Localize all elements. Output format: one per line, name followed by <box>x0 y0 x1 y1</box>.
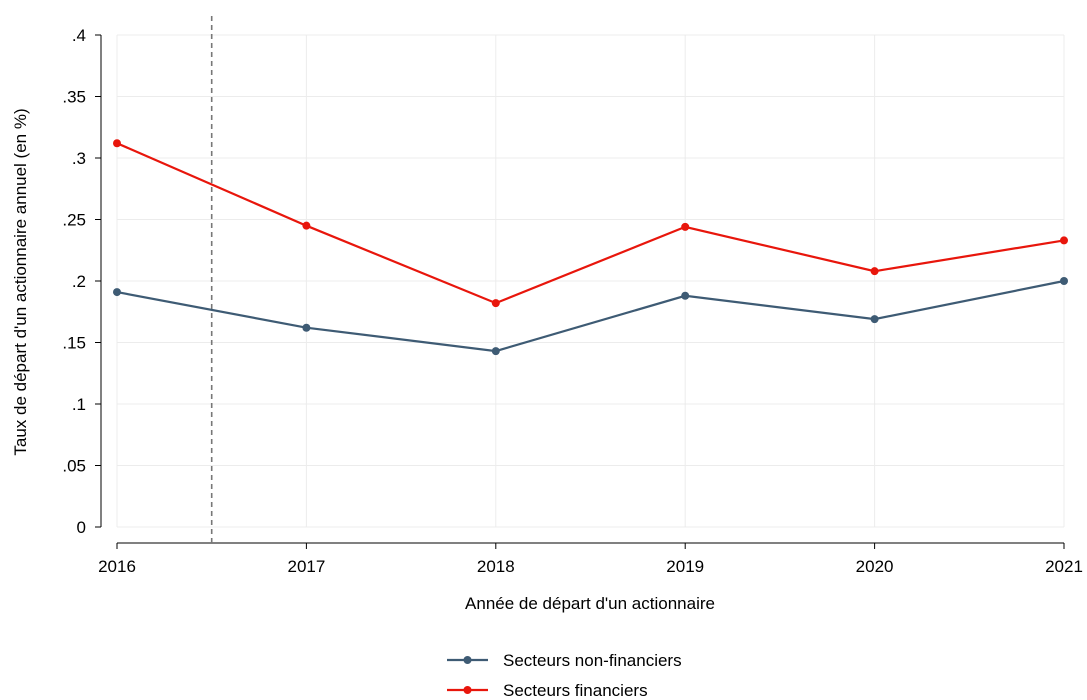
data-point <box>870 315 879 324</box>
axes <box>100 35 1064 544</box>
y-tick-label: .15 <box>62 334 86 353</box>
series <box>113 139 1068 356</box>
grid <box>116 34 1065 528</box>
y-tick-label: 0 <box>77 518 86 537</box>
data-point <box>870 267 879 276</box>
legend-label: Secteurs financiers <box>503 681 648 700</box>
legend-label: Secteurs non-financiers <box>503 651 682 670</box>
x-tick-label: 2017 <box>287 557 325 576</box>
legend-swatch-marker <box>463 656 472 664</box>
data-point <box>491 299 500 308</box>
y-tick-label: .4 <box>72 26 86 45</box>
x-tick-label: 2016 <box>98 557 136 576</box>
y-ticks: 0 .05 .1 .15 .2 .25 .3 .35 .4 <box>62 26 101 537</box>
x-tick-label: 2020 <box>856 557 894 576</box>
x-ticks: 2016 2017 2018 2019 2020 2021 <box>98 543 1083 576</box>
y-tick-label: .2 <box>72 272 86 291</box>
data-point <box>681 222 690 231</box>
data-point <box>491 347 500 356</box>
data-point <box>1060 236 1068 245</box>
x-axis-title: Année de départ d'un actionnaire <box>465 594 715 613</box>
x-tick-label: 2018 <box>477 557 515 576</box>
data-point <box>302 323 311 332</box>
y-tick-label: .05 <box>62 457 86 476</box>
data-point <box>681 291 690 300</box>
legend: Secteurs non-financiers Secteurs financie… <box>447 651 682 700</box>
x-tick-label: 2019 <box>666 557 704 576</box>
data-point <box>113 288 121 297</box>
y-tick-label: .1 <box>72 395 86 414</box>
y-axis-title: Taux de départ d'un actionnaire annuel (… <box>11 108 30 455</box>
series-line <box>116 142 1065 305</box>
data-point <box>113 139 121 148</box>
data-point <box>1060 277 1068 285</box>
y-tick-label: .25 <box>62 211 86 230</box>
y-tick-label: .35 <box>62 88 86 107</box>
data-point <box>302 221 311 230</box>
series-line <box>116 279 1065 353</box>
y-tick-label: .3 <box>72 149 86 168</box>
x-tick-label: 2021 <box>1045 557 1083 576</box>
legend-swatch-marker <box>463 686 472 694</box>
